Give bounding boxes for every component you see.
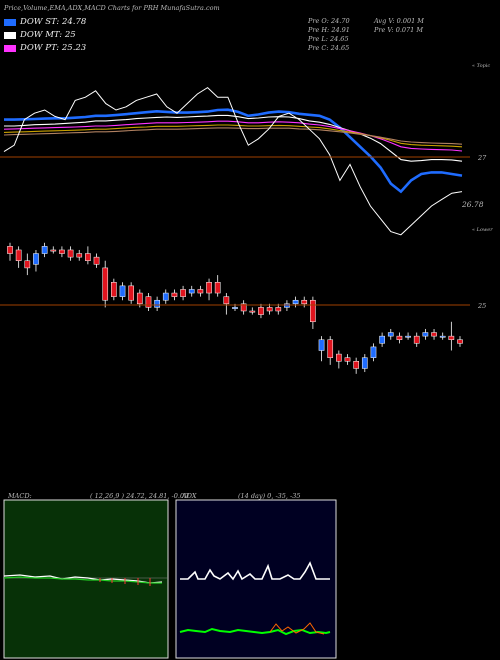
candle-body xyxy=(448,335,455,340)
candle-body xyxy=(41,246,48,254)
candle-price-label-25: 25 xyxy=(478,302,487,310)
macd-title: MACD: xyxy=(8,492,32,500)
candle-body xyxy=(258,307,264,315)
candle-body xyxy=(145,296,152,308)
candle-body xyxy=(24,260,31,269)
candle-body xyxy=(249,310,256,313)
candle-body xyxy=(310,299,316,323)
legend-mt: DOW MT: 25 xyxy=(4,30,76,40)
candle-body xyxy=(223,296,230,305)
candle-body xyxy=(405,335,411,338)
candle-body xyxy=(396,335,403,340)
candle-body xyxy=(379,335,385,344)
candle-body xyxy=(67,249,74,258)
candle-body xyxy=(50,249,57,252)
ema-line-5 xyxy=(3,86,463,236)
candlestick-panel xyxy=(7,242,463,374)
candle-body xyxy=(197,289,204,294)
candle-body xyxy=(422,332,429,337)
stat-prev-volume: Pre V: 0.071 M xyxy=(374,26,424,34)
candle-body xyxy=(431,332,437,337)
legend-pt: DOW PT: 25.23 xyxy=(4,43,86,53)
candle-body xyxy=(102,267,109,301)
candle-body xyxy=(327,339,334,358)
candle-body xyxy=(353,361,359,369)
chart-title: Price,Volume,EMA,ADX,MACD Charts for PRH… xyxy=(4,4,220,12)
legend-mt-label: DOW MT: 25 xyxy=(20,30,76,40)
stat-avg-volume: Avg V: 0.001 M xyxy=(374,17,424,25)
ema-line-2 xyxy=(3,120,463,152)
ema-line-4 xyxy=(3,127,463,145)
ema-line-3 xyxy=(3,124,463,148)
candle-body xyxy=(439,335,446,338)
candle-body xyxy=(136,292,143,305)
candle-body xyxy=(206,282,212,294)
candle-body xyxy=(266,307,273,312)
ema-panel xyxy=(3,86,463,236)
candle-body xyxy=(214,282,221,294)
candle-body xyxy=(59,249,65,254)
stat-open: Pre O: 24.70 xyxy=(308,17,350,25)
candle-body xyxy=(33,253,39,265)
candle-body xyxy=(111,282,117,297)
candle-body xyxy=(180,289,186,297)
ema-price-label-27: 27 xyxy=(478,154,487,162)
candle-body xyxy=(93,256,100,265)
candle-body xyxy=(15,249,22,261)
adx-title: ADX xyxy=(182,492,197,500)
stat-close: Pre C: 24.65 xyxy=(308,44,350,52)
candle-body xyxy=(361,357,368,369)
legend-st-swatch xyxy=(4,18,16,26)
candle-body xyxy=(188,289,195,294)
candle-body xyxy=(292,299,299,305)
candle-body xyxy=(119,285,126,297)
label-topic: « Topic xyxy=(472,63,491,69)
candle-body xyxy=(7,246,13,254)
candle-body xyxy=(387,332,394,337)
legend-st-label: DOW ST: 24.78 xyxy=(20,17,87,27)
candle-body xyxy=(318,339,325,351)
legend-mt-swatch xyxy=(4,31,16,39)
stat-high: Pre H: 24.91 xyxy=(308,26,350,34)
macd-params: ( 12,26,9 ) 24.72, 24.81, -0.09 xyxy=(90,492,189,500)
candle-body xyxy=(370,346,377,358)
candle-body xyxy=(232,307,238,309)
candle-body xyxy=(128,285,135,301)
ema-price-label-2678: 26.78 xyxy=(462,200,484,209)
legend-pt-swatch xyxy=(4,44,16,52)
candle-body xyxy=(336,353,342,362)
legend-st: DOW ST: 24.78 xyxy=(4,17,86,27)
candle-body xyxy=(301,299,308,305)
candle-body xyxy=(457,339,463,344)
candle-body xyxy=(76,253,83,258)
adx-params: (14 day) 0, -35, -35 xyxy=(238,492,301,500)
candle-body xyxy=(240,303,247,312)
candle-body xyxy=(275,307,282,312)
candle-body xyxy=(162,292,169,301)
candle-body xyxy=(413,335,420,344)
ema-line-1 xyxy=(4,114,463,162)
candle-body xyxy=(284,303,290,308)
legend-pt-label: DOW PT: 25.23 xyxy=(20,43,87,53)
stat-low: Pre L: 24.65 xyxy=(308,35,349,43)
candle-body xyxy=(154,299,160,308)
candle-body xyxy=(344,357,351,362)
label-lower: « Lower xyxy=(472,227,493,233)
candle-body xyxy=(85,253,91,261)
candle-body xyxy=(171,292,178,297)
